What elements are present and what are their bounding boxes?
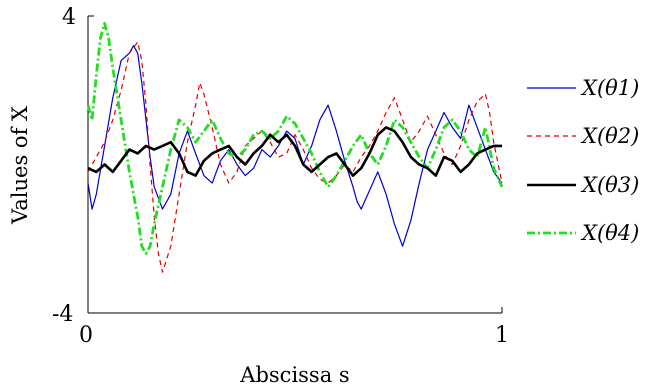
legend-label-3: X(θ3) bbox=[580, 173, 639, 197]
series-line-2 bbox=[87, 41, 503, 273]
axes bbox=[87, 15, 503, 314]
y-axis-label: Values of X bbox=[8, 106, 32, 225]
series-line-3 bbox=[87, 126, 502, 177]
legend-label-1: X(θ1) bbox=[580, 76, 639, 100]
x-tick-label-left: 0 bbox=[79, 323, 93, 348]
legend: X(θ1) X(θ2) X(θ3) X(θ4) bbox=[527, 76, 639, 245]
legend-label-2: X(θ2) bbox=[580, 124, 639, 148]
x-axis-label: Abscissa s bbox=[239, 363, 349, 385]
series-layer bbox=[86, 22, 504, 273]
x-tick-label-right: 1 bbox=[495, 323, 509, 348]
legend-label-4: X(θ4) bbox=[580, 221, 639, 245]
y-tick-label-top: 4 bbox=[62, 5, 76, 30]
y-tick-label-bottom: -4 bbox=[52, 302, 73, 327]
